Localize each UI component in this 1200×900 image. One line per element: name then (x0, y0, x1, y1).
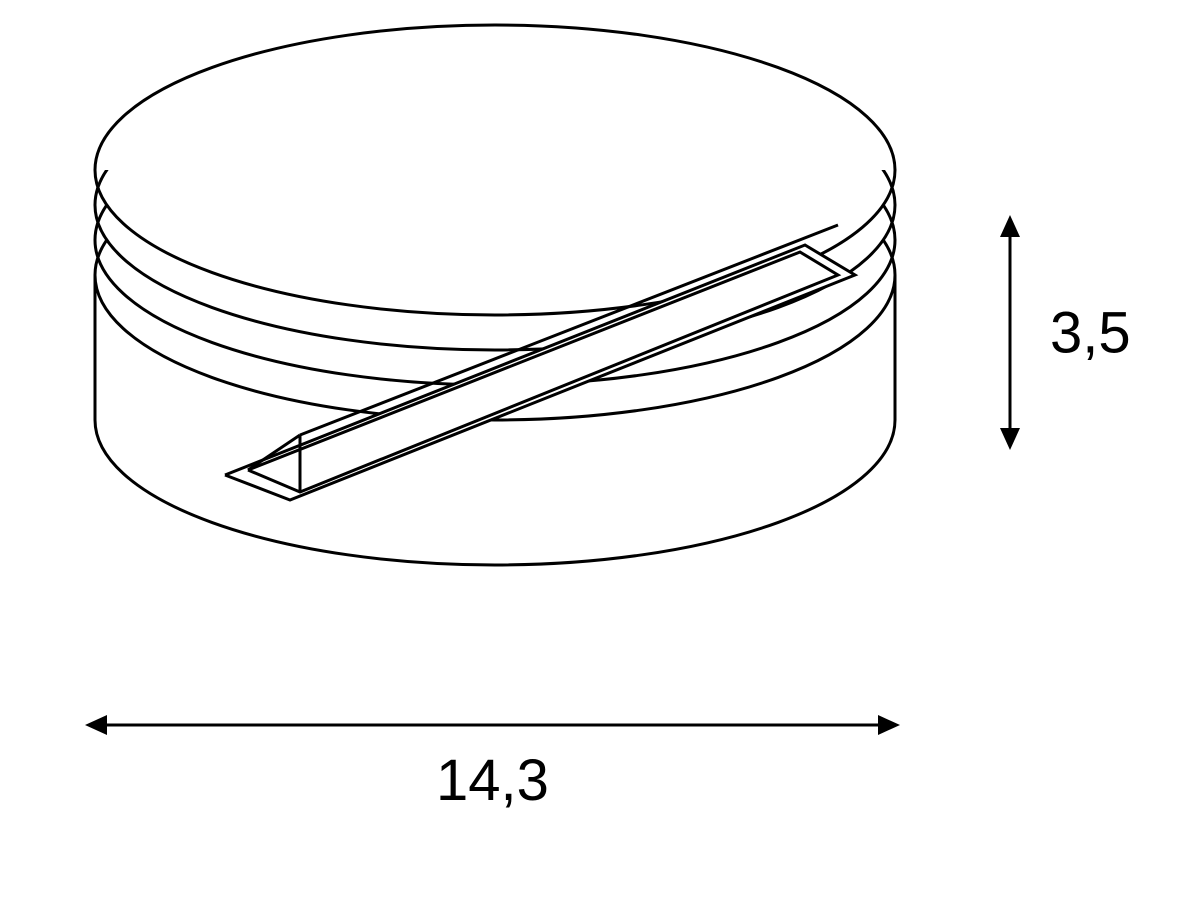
technical-drawing: 14,3 3,5 (0, 0, 1200, 900)
ring-ellipse-2 (95, 95, 895, 385)
dim-label-width: 14,3 (436, 748, 549, 813)
dim-label-height: 3,5 (1050, 301, 1131, 366)
dim-arrow-horizontal (85, 715, 900, 735)
dim-arrow-vertical (1000, 215, 1020, 450)
slot-outer (225, 245, 855, 500)
slot-depth-2 (300, 225, 838, 435)
